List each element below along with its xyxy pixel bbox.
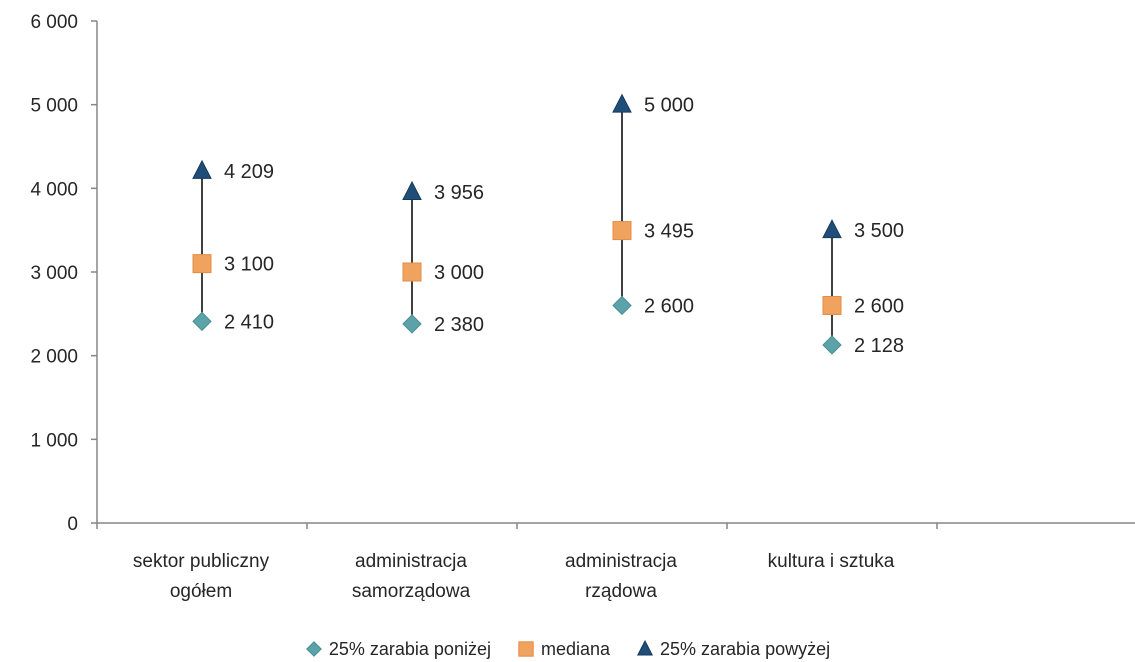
data-label: 2 600 [644,295,694,317]
x-category-label-line: samorządowa [352,581,471,602]
x-category-label: kultura i sztuka [768,551,895,572]
square-marker [192,254,212,274]
data-label: 2 380 [434,314,484,336]
y-tick-label: 3 000 [30,263,78,284]
legend-item: 25% zarabia powyżej [636,639,830,660]
data-label: 5 000 [644,95,694,117]
data-label: 2 410 [224,311,274,333]
y-tick-label: 4 000 [30,179,78,200]
triangle-marker [822,219,842,239]
axes: 0 1 000 2 000 3 000 4 000 5 000 6 000 sektor pu… [30,12,1135,602]
y-tick-label: 1 000 [30,430,78,451]
diamond-marker [402,314,422,334]
triangle-marker [192,159,212,179]
diamond-legend-marker [305,641,322,657]
data-label: 3 000 [434,262,484,284]
x-category-label-line: administracja [565,551,677,572]
diamond-marker [192,311,212,332]
x-category-label: sektor publiczny ogółem [133,551,270,602]
square-legend-marker [518,641,534,657]
data-label: 3 500 [854,220,904,242]
triangle-legend-marker [636,640,654,656]
data-label: 4 209 [224,161,274,183]
diamond-marker [612,295,632,316]
chart: 0 1 000 2 000 3 000 4 000 5 000 6 000 sektor pu… [30,12,1135,602]
legend-label: 25% zarabia poniżej [328,638,491,659]
data-label: 3 495 [644,221,694,243]
high-low-lines [201,104,833,345]
x-category-label-line: rządowa [585,581,657,602]
x-category-label: administracja rządowa [565,551,677,602]
square-legend-icon [518,641,534,657]
square-marker [612,221,632,241]
diamond-legend-icon [305,641,322,657]
x-category-label-line: kultura i sztuka [768,551,895,572]
data-markers [192,93,842,355]
x-category-label-line: sektor publiczny [133,551,270,572]
y-tick-label: 2 000 [30,347,78,368]
triangle-marker [402,180,422,201]
square-marker [402,262,422,282]
legend-label: mediana [540,638,611,659]
legend: 25% zarabia poniżej mediana 25% zarabia po… [0,636,1135,662]
data-label: 2 600 [854,295,904,317]
x-category-label: administracja samorządowa [352,551,471,602]
data-label: 3 956 [434,182,484,204]
diamond-marker [822,335,842,355]
legend-label: 25% zarabia powyżej [660,638,831,659]
y-tick-label: 5 000 [30,96,78,117]
x-category-label-line: ogółem [170,581,232,602]
triangle-marker [612,93,632,113]
x-category-label-line: administracja [355,551,467,572]
triangle-legend-icon [636,640,654,656]
data-label: 2 128 [854,335,904,357]
legend-item: 25% zarabia poniżej [305,639,491,660]
legend-item: mediana [517,639,610,660]
square-marker [822,295,842,315]
data-label: 3 100 [224,254,274,276]
y-tick-label: 0 [67,514,78,535]
data-labels: 2 410 2 380 2 600 2 128 3 100 3 000 3 495 2 600… [224,95,904,357]
y-tick-label: 6 000 [30,12,78,33]
